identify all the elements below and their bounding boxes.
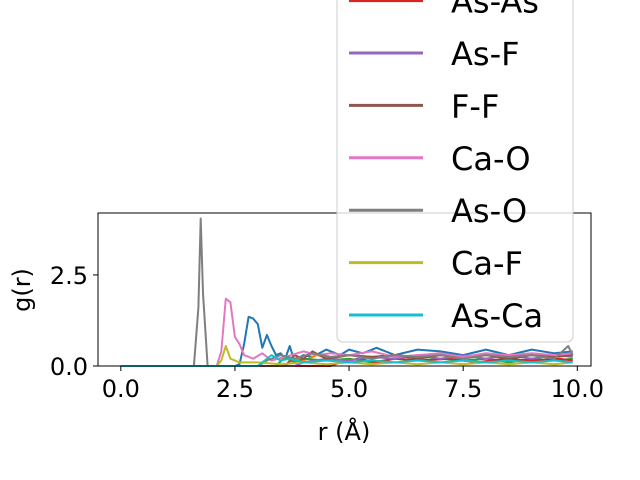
x-tick-label: 7.5 xyxy=(444,375,482,403)
y-tick-label: 2.5 xyxy=(50,262,88,290)
y-axis-label: g(r) xyxy=(8,268,36,312)
legend-label-ca-f: Ca-F xyxy=(451,245,523,283)
series-line-as-ca xyxy=(120,354,573,367)
series-layer xyxy=(120,217,574,367)
legend-label-as-ca: As-Ca xyxy=(451,297,543,335)
y-tick-label: 0.0 xyxy=(50,353,88,381)
legend-label-f-f: F-F xyxy=(451,87,499,125)
x-tick-label: 0.0 xyxy=(102,375,140,403)
x-tick-label: 10.0 xyxy=(551,375,604,403)
axes-layer: 0.0 2.5 5.0 7.5 10.0 0.0 2.5 xyxy=(50,262,604,403)
x-axis-label: r (Å) xyxy=(318,417,371,446)
legend-label-as-o: As-O xyxy=(451,192,527,230)
legend-box xyxy=(336,0,574,343)
x-tick-label: 5.0 xyxy=(330,375,368,403)
series-line-as-o xyxy=(120,217,574,367)
x-tick-label: 2.5 xyxy=(216,375,254,403)
legend-label-ca-o: Ca-O xyxy=(451,140,531,178)
legend-label-as-as: As-As xyxy=(451,0,539,21)
legend-label-as-f: As-F xyxy=(451,35,520,73)
